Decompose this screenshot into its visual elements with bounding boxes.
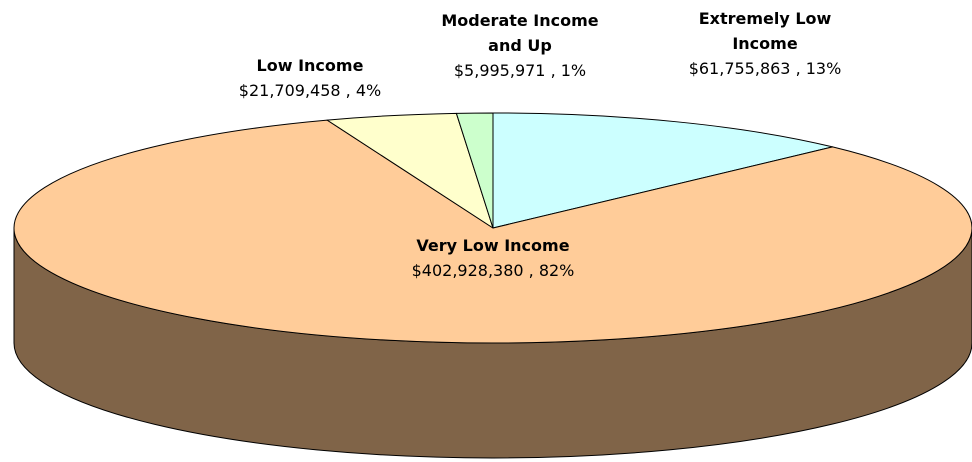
value-label: $61,755,863 , 13% [688,59,842,78]
pie-slice [492,112,834,229]
category-label: Moderate Income and Up [441,11,599,55]
slice-label: Moderate Income and Up $5,995,971 , 1% [440,8,600,83]
value-label: $5,995,971 , 1% [453,61,587,80]
slice-label: Very Low Income $402,928,380 , 82% [398,233,588,283]
category-label: Low Income [256,56,364,75]
value-label: $402,928,380 , 82% [411,261,575,280]
pie-slice [455,112,494,229]
slice-label: Extremely Low Income $61,755,863 , 13% [680,6,850,81]
category-label: Very Low Income [416,236,570,255]
category-label: Extremely Low Income [698,9,832,53]
slice-label: Low Income $21,709,458 , 4% [210,53,410,103]
value-label: $21,709,458 , 4% [238,81,382,100]
